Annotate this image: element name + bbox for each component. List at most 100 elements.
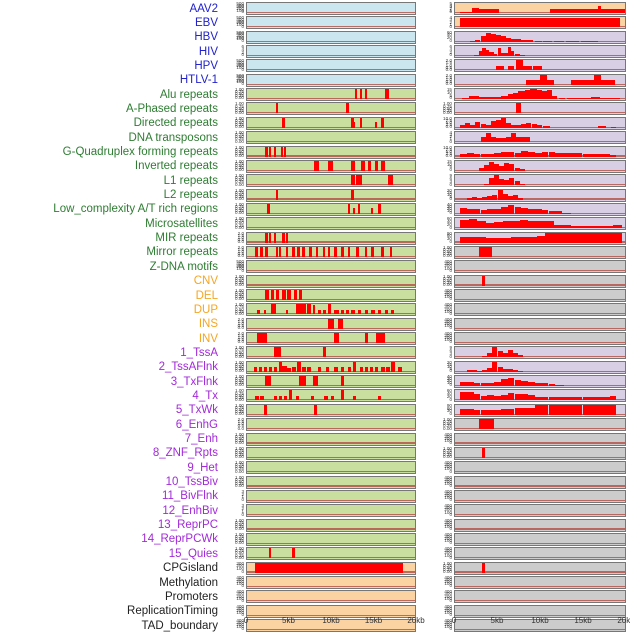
track-label-10-tssbiv[interactable]: 10_TssBiv [165,476,218,489]
track-label-methylation[interactable]: Methylation [159,576,218,589]
track-panel-right[interactable] [454,432,626,446]
track-panel-right[interactable] [454,489,626,503]
track-label-9-het[interactable]: 9_Het [187,461,218,474]
track-panel-left[interactable] [246,303,416,317]
track-panel-left[interactable] [246,418,416,432]
track-panel-left[interactable] [246,289,416,302]
track-panel-right[interactable] [454,274,626,288]
track-panel-left[interactable] [246,2,416,15]
track-panel-left[interactable] [246,389,416,403]
track-panel-right[interactable] [454,403,626,417]
track-panel-right[interactable] [454,260,626,274]
track-panel-left[interactable] [246,590,416,604]
track-panel-left[interactable] [246,317,416,331]
track-label-inverted-repeats[interactable]: Inverted repeats [134,160,218,173]
track-panel-left[interactable] [246,346,416,360]
track-label-cnv[interactable]: CNV [193,275,218,288]
track-label-ins[interactable]: INS [198,318,218,331]
track-label-microsatellites[interactable]: Microsatellites [145,217,218,230]
track-panel-left[interactable] [246,202,416,216]
track-panel-left[interactable] [246,375,416,389]
track-panel-right[interactable] [454,389,626,403]
track-label-htlv-1[interactable]: HTLV-1 [179,74,218,87]
track-label-5-txwk[interactable]: 5_TxWk [175,404,218,417]
track-panel-right[interactable] [454,532,626,546]
track-label-l1-repeats[interactable]: L1 repeats [163,174,218,187]
track-panel-left[interactable] [246,274,416,288]
track-panel-right[interactable] [454,346,626,360]
track-panel-right[interactable] [454,231,626,245]
track-label-4-tx[interactable]: 4_Tx [192,389,218,402]
track-panel-left[interactable] [246,561,416,575]
track-panel-left[interactable] [246,245,416,259]
track-label-hpv[interactable]: HPV [194,59,218,72]
track-panel-left[interactable] [246,88,416,102]
track-panel-right[interactable] [454,159,626,173]
track-panel-left[interactable] [246,73,416,87]
track-panel-right[interactable] [454,576,626,589]
track-panel-right[interactable] [454,217,626,231]
track-panel-right[interactable] [454,604,626,618]
track-label-3-txflnk[interactable]: 3_TxFlnk [170,375,218,388]
track-panel-left[interactable] [246,102,416,116]
track-label-ebv[interactable]: EBV [194,16,218,29]
track-panel-right[interactable] [454,590,626,604]
track-panel-left[interactable] [246,518,416,532]
track-label-12-enhbiv[interactable]: 12_EnhBiv [162,504,218,517]
track-panel-right[interactable] [454,418,626,432]
track-panel-right[interactable] [454,145,626,159]
track-panel-left[interactable] [246,260,416,274]
track-panel-right[interactable] [454,202,626,216]
track-panel-right[interactable] [454,188,626,202]
track-panel-right[interactable] [454,289,626,302]
track-panel-right[interactable] [454,59,626,73]
track-panel-left[interactable] [246,145,416,159]
track-panel-left[interactable] [246,432,416,446]
track-panel-right[interactable] [454,317,626,331]
track-label-tad-boundary[interactable]: TAD_boundary [141,619,219,632]
track-panel-right[interactable] [454,547,626,561]
track-label-replicationtiming[interactable]: ReplicationTiming [127,605,218,618]
track-label-alu-repeats[interactable]: Alu repeats [159,88,218,101]
track-panel-right[interactable] [454,446,626,460]
track-panel-left[interactable] [246,231,416,245]
track-panel-left[interactable] [246,532,416,546]
track-label-g-quadruplex-forming-repeats[interactable]: G-Quadruplex forming repeats [62,146,218,158]
track-label-2-tssaflnk[interactable]: 2_TssAFlnk [158,361,218,374]
track-panel-left[interactable] [246,504,416,518]
track-panel-right[interactable] [454,131,626,145]
track-label-cpgisland[interactable]: CPGisland [163,562,218,575]
track-panel-left[interactable] [246,332,416,346]
track-panel-left[interactable] [246,604,416,618]
track-panel-right[interactable] [454,303,626,317]
track-label-hiv[interactable]: HIV [198,45,218,58]
track-panel-right[interactable] [454,45,626,59]
track-label-11-bivflnk[interactable]: 11_BivFlnk [161,490,218,503]
track-panel-left[interactable] [246,475,416,489]
track-panel-right[interactable] [454,561,626,575]
track-label-directed-repeats[interactable]: Directed repeats [133,117,218,130]
track-label-1-tssa[interactable]: 1_TssA [180,346,218,359]
track-panel-right[interactable] [454,2,626,15]
track-label-dup[interactable]: DUP [193,303,218,316]
track-label-mirror-repeats[interactable]: Mirror repeats [146,246,218,259]
track-panel-right[interactable] [454,375,626,389]
track-label-a-phased-repeats[interactable]: A-Phased repeats [125,102,218,115]
track-panel-right[interactable] [454,245,626,259]
track-label-6-enhg[interactable]: 6_EnhG [175,418,218,431]
track-panel-left[interactable] [246,45,416,59]
track-label-promoters[interactable]: Promoters [164,590,218,603]
track-panel-left[interactable] [246,159,416,173]
track-panel-right[interactable] [454,461,626,475]
track-panel-left[interactable] [246,217,416,231]
track-panel-left[interactable] [246,174,416,188]
track-panel-right[interactable] [454,475,626,489]
track-panel-left[interactable] [246,461,416,475]
track-panel-right[interactable] [454,16,626,30]
track-panel-right[interactable] [454,30,626,44]
track-panel-left[interactable] [246,360,416,374]
track-label-hbv[interactable]: HBV [194,31,218,44]
track-panel-left[interactable] [246,116,416,130]
track-panel-left[interactable] [246,489,416,503]
track-panel-left[interactable] [246,576,416,589]
